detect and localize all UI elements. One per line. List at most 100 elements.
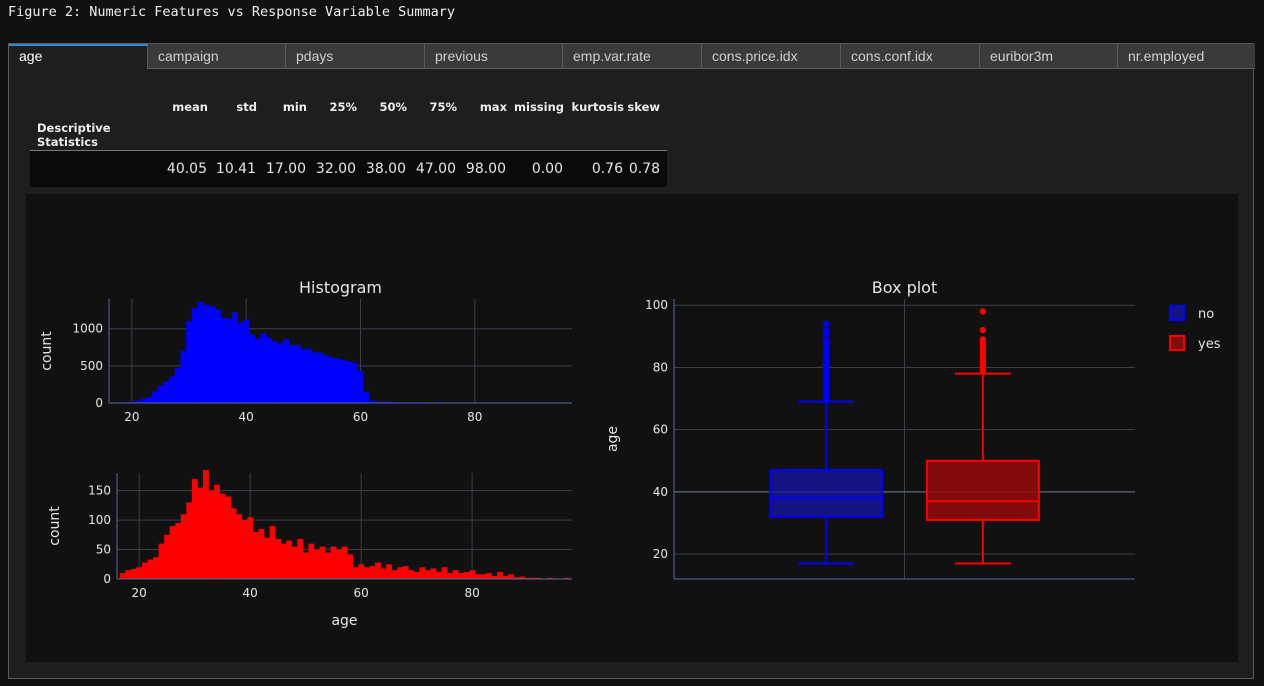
tab-previous[interactable]: previous xyxy=(425,44,563,69)
tab-cons-price-idx[interactable]: cons.price.idx xyxy=(702,44,841,69)
stats-value: 38.00 xyxy=(357,150,407,187)
x-tick-label: 40 xyxy=(243,586,258,600)
y-tick-label: 60 xyxy=(653,423,668,437)
histogram-bar-no xyxy=(254,339,261,403)
legend-item-no[interactable]: no xyxy=(1169,305,1214,322)
figure-title: Figure 2: Numeric Features vs Response V… xyxy=(8,4,456,20)
tab-nr-employed[interactable]: nr.employed xyxy=(1118,44,1255,69)
histogram-bar-yes xyxy=(419,567,426,579)
histogram-bar-no xyxy=(363,391,370,403)
histogram-bar-no xyxy=(294,345,301,403)
histogram-bar-yes xyxy=(347,554,354,579)
histogram-bar-no xyxy=(340,359,347,403)
histogram-bar-yes xyxy=(236,514,243,579)
histogram-bar-yes xyxy=(375,562,381,579)
histogram-bar-yes xyxy=(130,568,137,579)
histogram-bar-no xyxy=(237,322,244,403)
tab-emp-var-rate[interactable]: emp.var.rate xyxy=(563,44,702,69)
histogram-bar-yes xyxy=(563,577,570,579)
histogram-bar-yes xyxy=(441,567,448,579)
y-tick-label: 1000 xyxy=(72,322,103,336)
stats-value: 32.00 xyxy=(307,150,357,187)
histogram-bar-yes xyxy=(230,508,237,579)
histogram-bar-yes xyxy=(391,570,398,579)
histogram-bar-yes xyxy=(535,577,542,579)
y-tick-label: 100 xyxy=(645,298,668,312)
legend-label-no: no xyxy=(1198,307,1214,322)
stats-header: kurtosis xyxy=(571,100,624,114)
histogram-bar-yes xyxy=(502,576,509,579)
histogram-bar-yes xyxy=(191,478,198,579)
stats-row-label: Descriptive Statistics xyxy=(37,121,111,149)
histogram-bar-no xyxy=(306,348,313,403)
legend-item-yes[interactable]: yes xyxy=(1169,335,1221,352)
y-tick-label: 40 xyxy=(653,485,668,499)
histogram-bar-yes xyxy=(430,568,437,579)
stats-header: 25% xyxy=(329,100,357,114)
histogram-bar-no xyxy=(180,351,187,403)
plot-area: 20 40 60 80 0 500 1000 count Histogram 20 40 60 80 0 5… xyxy=(26,194,1238,662)
histogram-bar-yes xyxy=(225,496,232,579)
histogram-bar-no xyxy=(191,307,198,403)
histogram-bar-no xyxy=(203,304,210,403)
x-axis-title: age xyxy=(331,613,357,629)
histogram-bar-no xyxy=(140,398,147,403)
histogram-bar-no xyxy=(271,341,278,403)
histogram-bar-yes xyxy=(413,571,420,579)
y-tick-label: 0 xyxy=(95,396,103,410)
histogram-bar-no xyxy=(163,381,170,403)
histogram-bar-yes xyxy=(469,570,476,579)
stats-values-row: 40.05 10.41 17.00 32.00 38.00 47.00 98.0… xyxy=(30,150,667,187)
stats-value: 0.78 xyxy=(624,150,667,187)
tab-cons-conf-idx[interactable]: cons.conf.idx xyxy=(841,44,980,69)
tab-age[interactable]: age xyxy=(9,44,148,69)
histogram-bar-yes xyxy=(380,568,387,579)
y-tick-label: 50 xyxy=(96,543,111,557)
histogram-bar-yes xyxy=(447,573,454,579)
histogram-bar-no xyxy=(277,343,284,403)
histogram-bar-yes xyxy=(252,531,259,579)
histogram-bar-yes xyxy=(203,470,209,579)
histogram-bar-yes xyxy=(164,534,171,579)
histogram-bar-yes xyxy=(297,538,304,579)
histogram-bar-yes xyxy=(180,514,187,579)
legend-label-yes: yes xyxy=(1198,337,1221,352)
histogram-bar-yes xyxy=(241,520,248,579)
histogram-bar-yes xyxy=(158,543,165,579)
histogram-bar-yes xyxy=(424,570,431,579)
histogram-bar-yes xyxy=(247,517,254,579)
descriptive-stats-table: mean std min 25% 50% 75% max missing kur… xyxy=(30,94,675,187)
tab-bar: age campaign pdays previous emp.var.rate… xyxy=(9,44,1255,70)
histogram-bar-yes xyxy=(141,562,148,579)
histogram-bar-no xyxy=(334,358,341,403)
histogram-bar-no xyxy=(300,349,307,403)
histogram-bar-yes xyxy=(452,570,459,579)
histogram-bar-yes xyxy=(291,546,298,579)
tab-euribor3m[interactable]: euribor3m xyxy=(980,44,1118,69)
stats-value: 98.00 xyxy=(457,150,507,187)
histogram-bar-yes xyxy=(458,573,465,579)
subplot-title-box-plot: Box plot xyxy=(872,278,938,297)
tab-pdays[interactable]: pdays xyxy=(286,44,425,69)
x-tick-label: 40 xyxy=(239,410,254,424)
histogram-bar-no xyxy=(311,352,318,403)
y-tick-label: 20 xyxy=(653,547,668,561)
histogram-bar-yes xyxy=(214,484,220,579)
histogram-bar-yes xyxy=(308,543,315,579)
subplot-title-histogram: Histogram xyxy=(299,278,382,297)
histogram-bar-yes xyxy=(341,546,348,579)
stats-header: 75% xyxy=(429,100,457,114)
histogram-bar-yes xyxy=(219,493,226,579)
histogram-bar-yes xyxy=(369,566,376,579)
x-tick-label: 80 xyxy=(467,410,482,424)
histogram-bar-no xyxy=(266,337,273,403)
histogram-bar-yes xyxy=(436,571,442,579)
histogram-bar-yes xyxy=(197,487,204,579)
tab-campaign[interactable]: campaign xyxy=(148,44,286,69)
stats-value: 10.41 xyxy=(208,150,257,187)
histogram-bar-yes xyxy=(330,546,337,579)
stats-value: 40.05 xyxy=(163,150,208,187)
histogram-bar-yes xyxy=(286,540,293,579)
stats-value: 47.00 xyxy=(407,150,457,187)
box-outlier-no xyxy=(822,336,830,343)
